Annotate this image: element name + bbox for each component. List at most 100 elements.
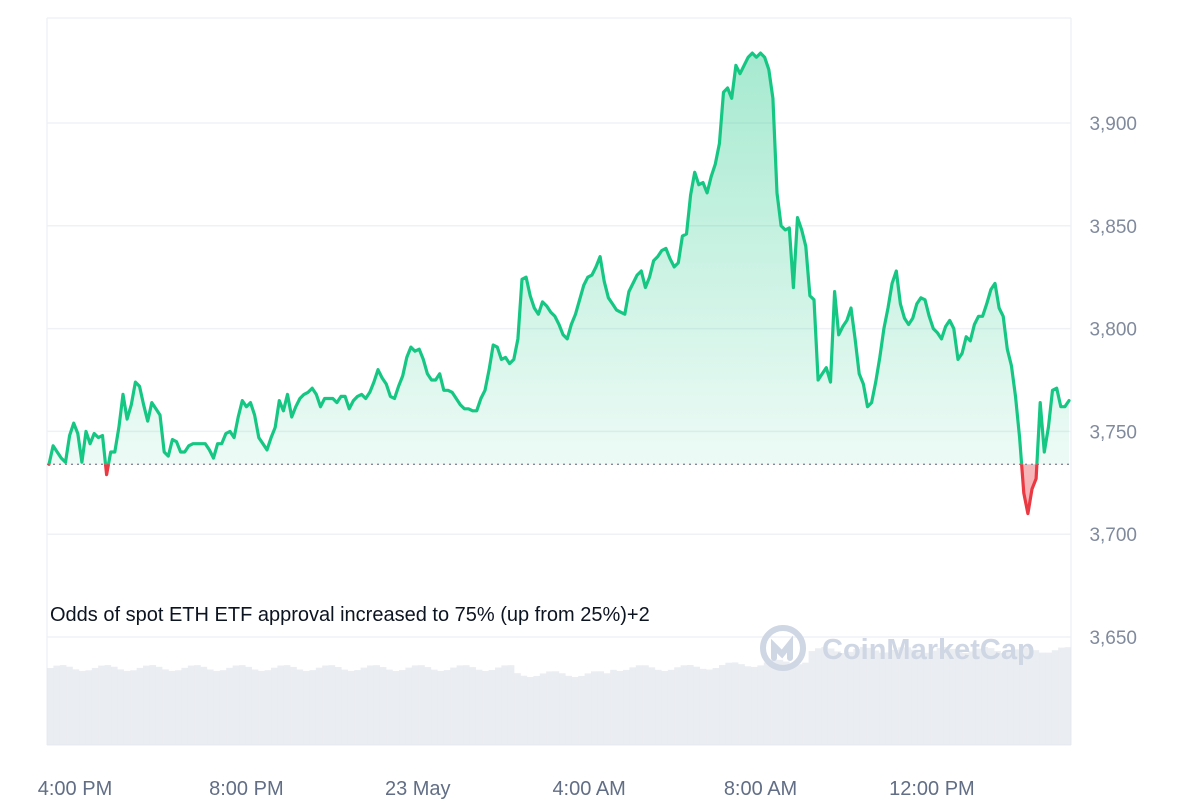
price-point[interactable] xyxy=(536,312,540,316)
price-point[interactable] xyxy=(335,401,339,405)
price-point[interactable] xyxy=(183,450,187,454)
price-point[interactable] xyxy=(964,335,968,339)
price-point[interactable] xyxy=(195,442,199,446)
price-point[interactable] xyxy=(175,440,179,444)
price-point[interactable] xyxy=(401,374,405,378)
price-point[interactable] xyxy=(364,397,368,401)
price-point[interactable] xyxy=(738,72,742,76)
price-point[interactable] xyxy=(1001,314,1005,318)
price-point[interactable] xyxy=(253,413,257,417)
price-point[interactable] xyxy=(923,298,927,302)
price-point[interactable] xyxy=(1005,347,1009,351)
price-point[interactable] xyxy=(277,399,281,403)
price-point[interactable] xyxy=(693,170,697,174)
price-point[interactable] xyxy=(203,442,207,446)
price-point[interactable] xyxy=(232,436,236,440)
price-point[interactable] xyxy=(516,337,520,341)
price-point[interactable] xyxy=(648,275,652,279)
price-point[interactable] xyxy=(1063,405,1067,409)
price-point[interactable] xyxy=(323,397,327,401)
price-point[interactable] xyxy=(767,68,771,72)
price-point[interactable] xyxy=(261,442,265,446)
price-point[interactable] xyxy=(96,436,100,440)
price-point[interactable] xyxy=(327,397,331,401)
price-point[interactable] xyxy=(397,384,401,388)
price-point[interactable] xyxy=(191,442,195,446)
price-point[interactable] xyxy=(1042,450,1046,454)
price-point[interactable] xyxy=(380,376,384,380)
price-point[interactable] xyxy=(861,382,865,386)
price-point[interactable] xyxy=(586,275,590,279)
price-point[interactable] xyxy=(212,456,216,460)
price-point[interactable] xyxy=(187,444,191,448)
price-point[interactable] xyxy=(55,450,59,454)
price-point[interactable] xyxy=(816,378,820,382)
price-point[interactable] xyxy=(615,308,619,312)
price-point[interactable] xyxy=(1022,491,1026,495)
price-point[interactable] xyxy=(421,357,425,361)
price-point[interactable] xyxy=(643,286,647,290)
price-point[interactable] xyxy=(606,296,610,300)
price-point[interactable] xyxy=(977,314,981,318)
price-point[interactable] xyxy=(487,368,491,372)
price-point[interactable] xyxy=(467,407,471,411)
price-point[interactable] xyxy=(841,325,845,329)
price-point[interactable] xyxy=(508,362,512,366)
price-point[interactable] xyxy=(800,228,804,232)
price-point[interactable] xyxy=(450,390,454,394)
price-point[interactable] xyxy=(220,442,224,446)
price-point[interactable] xyxy=(972,323,976,327)
price-point[interactable] xyxy=(948,318,952,322)
price-point[interactable] xyxy=(88,442,92,446)
price-point[interactable] xyxy=(981,314,985,318)
price-point[interactable] xyxy=(224,432,228,436)
price-point[interactable] xyxy=(113,450,117,454)
price-point[interactable] xyxy=(249,401,253,405)
price-point[interactable] xyxy=(672,265,676,269)
price-point[interactable] xyxy=(726,86,730,90)
price-point[interactable] xyxy=(298,397,302,401)
price-point[interactable] xyxy=(940,337,944,341)
price-point[interactable] xyxy=(393,397,397,401)
price-point[interactable] xyxy=(652,259,656,263)
price-point[interactable] xyxy=(138,384,142,388)
price-point[interactable] xyxy=(812,298,816,302)
price-point[interactable] xyxy=(475,409,479,413)
price-point[interactable] xyxy=(1059,405,1063,409)
price-point[interactable] xyxy=(133,380,137,384)
price-point[interactable] xyxy=(207,448,211,452)
price-point[interactable] xyxy=(499,357,503,361)
price-point[interactable] xyxy=(668,257,672,261)
price-point[interactable] xyxy=(759,51,763,55)
price-point[interactable] xyxy=(376,368,380,372)
price-point[interactable] xyxy=(520,277,524,281)
price-point[interactable] xyxy=(763,55,767,59)
price-point[interactable] xyxy=(76,432,80,436)
price-point[interactable] xyxy=(442,388,446,392)
price-point[interactable] xyxy=(302,392,306,396)
price-point[interactable] xyxy=(927,314,931,318)
price-point[interactable] xyxy=(545,304,549,308)
price-point[interactable] xyxy=(162,450,166,454)
price-point[interactable] xyxy=(1018,436,1022,440)
price-point[interactable] xyxy=(179,450,183,454)
price-point[interactable] xyxy=(446,388,450,392)
price-point[interactable] xyxy=(458,403,462,407)
price-point[interactable] xyxy=(216,442,220,446)
price-point[interactable] xyxy=(602,279,606,283)
price-point[interactable] xyxy=(701,181,705,185)
price-point[interactable] xyxy=(101,434,105,438)
price-point[interactable] xyxy=(997,306,1001,310)
price-point[interactable] xyxy=(582,283,586,287)
price-point[interactable] xyxy=(866,405,870,409)
price-point[interactable] xyxy=(557,323,561,327)
price-point[interactable] xyxy=(804,244,808,248)
price-point[interactable] xyxy=(170,438,174,442)
price-point[interactable] xyxy=(1067,399,1071,403)
price-point[interactable] xyxy=(372,380,376,384)
price-point[interactable] xyxy=(483,388,487,392)
price-point[interactable] xyxy=(903,316,907,320)
price-point[interactable] xyxy=(574,312,578,316)
price-point[interactable] xyxy=(64,460,68,464)
